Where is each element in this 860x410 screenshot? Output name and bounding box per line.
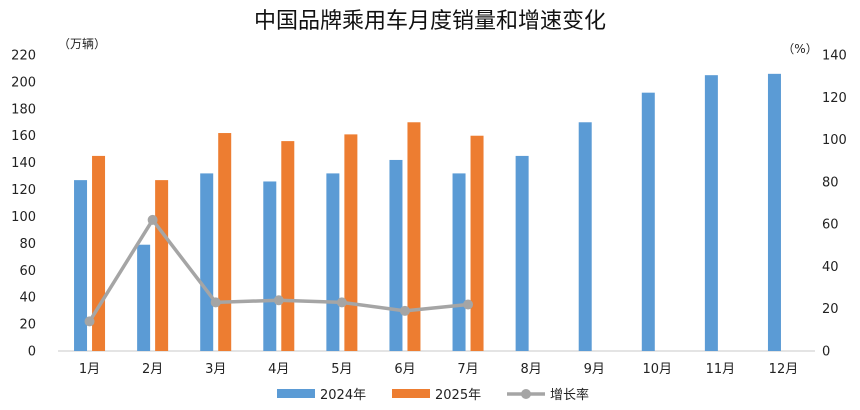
bar-2024年: [767, 73, 781, 351]
bar-2024年: [515, 155, 529, 351]
bar-2025年: [470, 135, 484, 351]
right-tick-label: 40: [822, 260, 839, 275]
left-tick-label: 160: [11, 129, 36, 144]
right-axis-unit: （%）: [782, 42, 817, 56]
right-tick-label: 0: [822, 345, 830, 360]
right-axis-ticks: 0 20 40 60 80 100 120 140: [822, 49, 847, 360]
growth-rate-point: [84, 316, 95, 327]
legend-label: 增长率: [550, 387, 589, 403]
bar-2025年: [281, 141, 295, 351]
bar-2024年: [704, 75, 718, 351]
chart-title: 中国品牌乘用车月度销量和增速变化: [254, 9, 606, 34]
legend: 2024年 2025年 增长率: [277, 387, 589, 403]
left-tick-label: 100: [11, 210, 36, 225]
left-tick-label: 60: [19, 264, 36, 279]
x-tick-label: 4月: [268, 362, 289, 377]
legend-swatch: [392, 389, 430, 398]
right-tick-label: 20: [822, 302, 839, 317]
x-tick-label: 8月: [520, 362, 541, 377]
left-tick-label: 140: [11, 156, 36, 171]
bar-2024年: [389, 159, 403, 351]
legend-swatch: [277, 389, 315, 398]
growth-rate-point: [336, 297, 347, 308]
left-axis-ticks: 0 20 40 60 80 100 120 140 160 180 200 220: [11, 49, 36, 360]
growth-rate-point: [273, 295, 284, 306]
bar-2025年: [344, 134, 358, 351]
bar-2024年: [200, 173, 214, 351]
left-axis-unit: （万辆）: [58, 37, 106, 51]
bar-2024年: [641, 92, 655, 351]
left-tick-label: 0: [28, 345, 36, 360]
right-tick-label: 60: [822, 218, 839, 233]
x-tick-label: 7月: [457, 362, 478, 377]
growth-rate-point: [147, 214, 158, 225]
left-tick-label: 20: [19, 318, 36, 333]
bar-2024年: [578, 122, 592, 351]
x-tick-label: 3月: [205, 362, 226, 377]
legend-label: 2025年: [435, 388, 481, 403]
right-tick-label: 80: [822, 175, 839, 190]
x-tick-label: 5月: [331, 362, 352, 377]
right-tick-label: 140: [822, 49, 847, 64]
bar-2024年: [74, 180, 88, 351]
growth-rate-point: [399, 305, 410, 316]
bar-2025年: [155, 180, 169, 351]
right-tick-label: 100: [822, 133, 847, 148]
bar-2024年: [452, 173, 466, 351]
bar-2025年: [218, 133, 232, 351]
left-tick-label: 200: [11, 75, 36, 90]
x-tick-label: 11月: [706, 362, 736, 377]
left-tick-label: 80: [19, 237, 36, 252]
x-tick-label: 10月: [643, 362, 673, 377]
x-tick-label: 12月: [769, 362, 799, 377]
bar-2024年: [137, 244, 151, 351]
bar-2024年: [263, 181, 277, 351]
x-tick-label: 2月: [142, 362, 163, 377]
growth-rate-point: [463, 299, 474, 310]
legend-swatch-marker: [521, 389, 531, 399]
bar-2025年: [407, 122, 421, 351]
x-axis-ticks: 1月 2月 3月 4月 5月 6月 7月 8月 9月 10月 11月 12月: [79, 362, 798, 377]
right-tick-label: 120: [822, 91, 847, 106]
growth-rate-point: [210, 297, 221, 308]
legend-label: 2024年: [320, 388, 366, 403]
left-tick-label: 120: [11, 183, 36, 198]
x-tick-label: 6月: [394, 362, 415, 377]
left-tick-label: 40: [19, 291, 36, 306]
x-tick-label: 9月: [584, 362, 605, 377]
left-tick-label: 180: [11, 102, 36, 117]
x-tick-label: 1月: [79, 362, 100, 377]
bar-2024年: [326, 173, 340, 351]
left-tick-label: 220: [11, 49, 36, 64]
growth-line-group: [84, 214, 474, 327]
